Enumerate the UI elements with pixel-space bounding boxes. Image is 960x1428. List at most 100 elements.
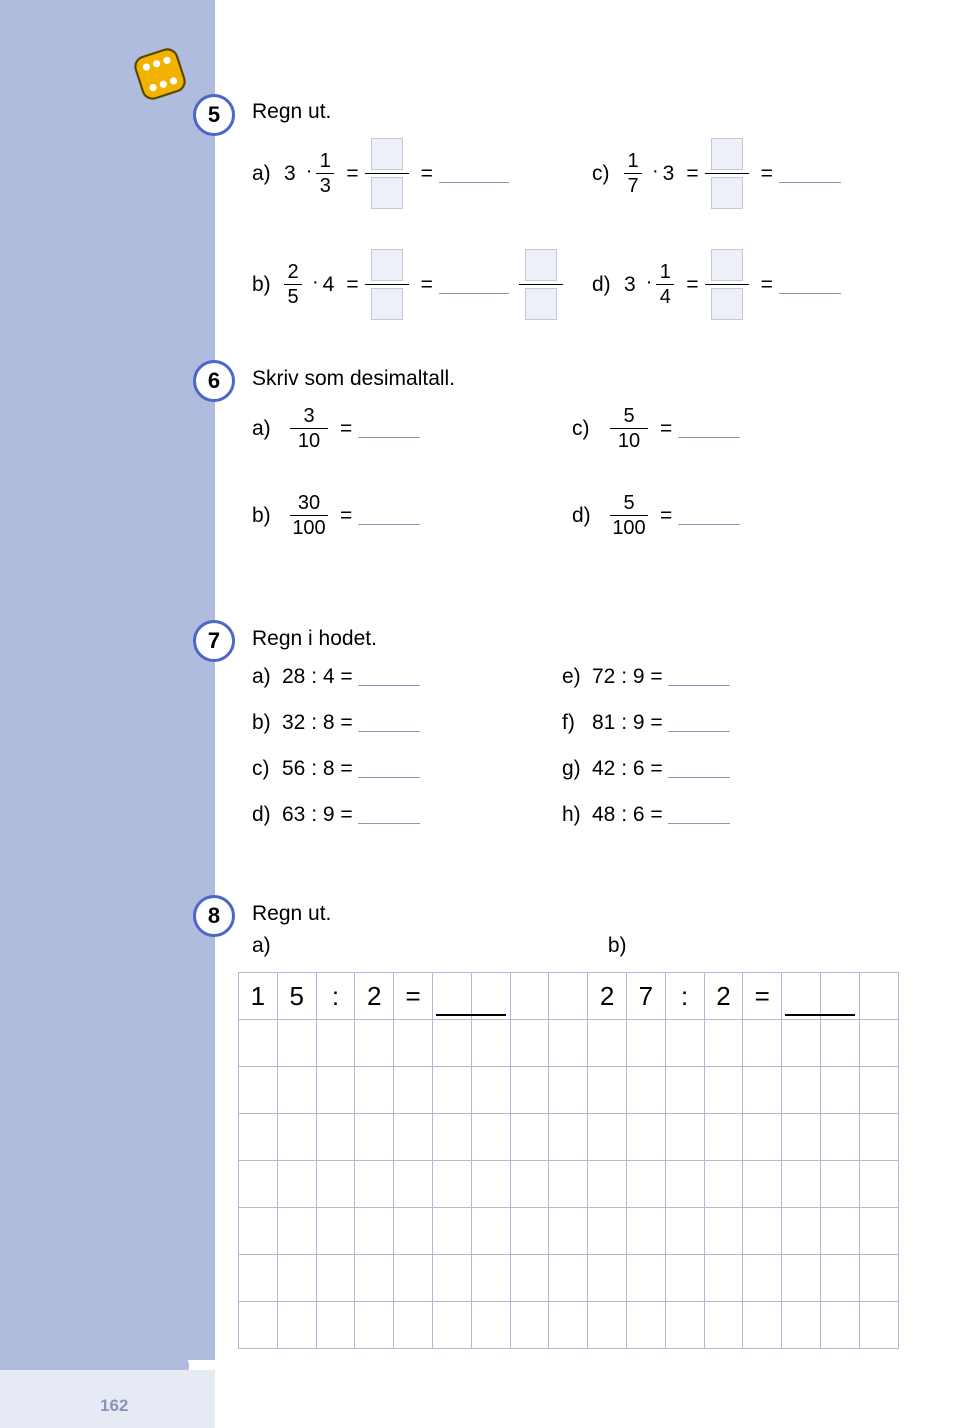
- grid-cell[interactable]: [820, 1114, 859, 1161]
- grid-cell[interactable]: [316, 1161, 355, 1208]
- grid-cell[interactable]: [782, 973, 821, 1020]
- grid-cell[interactable]: [820, 1302, 859, 1349]
- grid-cell[interactable]: [432, 1020, 471, 1067]
- grid-cell[interactable]: [782, 1302, 821, 1349]
- grid-cell[interactable]: =: [394, 973, 433, 1020]
- grid-cell[interactable]: [432, 1114, 471, 1161]
- grid-cell[interactable]: [588, 1255, 627, 1302]
- grid-cell[interactable]: [549, 1161, 588, 1208]
- grid-cell[interactable]: [277, 1114, 316, 1161]
- grid-cell[interactable]: [743, 1161, 782, 1208]
- grid-cell[interactable]: [432, 1208, 471, 1255]
- grid-cell[interactable]: [394, 1161, 433, 1208]
- grid-cell[interactable]: [743, 1114, 782, 1161]
- grid-cell[interactable]: [239, 1255, 278, 1302]
- grid-cell[interactable]: [588, 1302, 627, 1349]
- answer-fraction-box[interactable]: [519, 249, 563, 320]
- grid-cell[interactable]: [277, 1020, 316, 1067]
- grid-cell[interactable]: [626, 1114, 665, 1161]
- answer-blank[interactable]: [358, 420, 420, 438]
- grid-cell[interactable]: [704, 1255, 743, 1302]
- grid-cell[interactable]: [277, 1255, 316, 1302]
- grid-cell[interactable]: [743, 1208, 782, 1255]
- grid-cell[interactable]: [704, 1020, 743, 1067]
- grid-cell[interactable]: [665, 1114, 704, 1161]
- grid-cell[interactable]: [239, 1161, 278, 1208]
- grid-cell[interactable]: =: [743, 973, 782, 1020]
- grid-cell[interactable]: [665, 1020, 704, 1067]
- grid-cell[interactable]: [782, 1255, 821, 1302]
- grid-cell[interactable]: :: [665, 973, 704, 1020]
- grid-cell[interactable]: 2: [704, 973, 743, 1020]
- answer-fraction-box[interactable]: [705, 138, 749, 209]
- grid-cell[interactable]: [549, 1020, 588, 1067]
- grid-cell[interactable]: [355, 1067, 394, 1114]
- grid-cell[interactable]: [394, 1302, 433, 1349]
- grid-cell[interactable]: [820, 1020, 859, 1067]
- grid-cell[interactable]: [471, 1114, 510, 1161]
- grid-cell[interactable]: [626, 1302, 665, 1349]
- grid-cell[interactable]: [239, 1302, 278, 1349]
- grid-cell[interactable]: [820, 1161, 859, 1208]
- grid-cell[interactable]: [239, 1208, 278, 1255]
- grid-cell[interactable]: [665, 1161, 704, 1208]
- grid-cell[interactable]: [665, 1208, 704, 1255]
- grid-cell[interactable]: [820, 1067, 859, 1114]
- grid-cell[interactable]: [316, 1255, 355, 1302]
- grid-cell[interactable]: [239, 1114, 278, 1161]
- grid-cell[interactable]: [588, 1208, 627, 1255]
- grid-cell[interactable]: [316, 1067, 355, 1114]
- grid-cell[interactable]: [626, 1067, 665, 1114]
- grid-cell[interactable]: [510, 1114, 549, 1161]
- grid-cell[interactable]: [510, 1067, 549, 1114]
- grid-cell[interactable]: [316, 1114, 355, 1161]
- grid-cell[interactable]: [549, 1114, 588, 1161]
- grid-cell[interactable]: [510, 1255, 549, 1302]
- grid-cell[interactable]: [859, 1208, 898, 1255]
- grid-cell[interactable]: 2: [355, 973, 394, 1020]
- grid-cell[interactable]: [510, 1020, 549, 1067]
- grid-cell[interactable]: [432, 1255, 471, 1302]
- grid-cell[interactable]: [820, 1208, 859, 1255]
- grid-cell[interactable]: [471, 1255, 510, 1302]
- grid-cell[interactable]: [859, 1114, 898, 1161]
- answer-blank[interactable]: [779, 165, 841, 183]
- grid-cell[interactable]: [549, 1302, 588, 1349]
- grid-cell[interactable]: [859, 1020, 898, 1067]
- grid-cell[interactable]: [626, 1208, 665, 1255]
- grid-cell[interactable]: [355, 1302, 394, 1349]
- grid-cell[interactable]: [432, 973, 471, 1020]
- answer-blank[interactable]: [358, 507, 420, 525]
- answer-fraction-box[interactable]: [705, 249, 749, 320]
- grid-cell[interactable]: [743, 1020, 782, 1067]
- grid-cell[interactable]: [471, 973, 510, 1020]
- grid-cell[interactable]: [394, 1114, 433, 1161]
- grid-cell[interactable]: :: [316, 973, 355, 1020]
- grid-cell[interactable]: [471, 1208, 510, 1255]
- grid-cell[interactable]: 5: [277, 973, 316, 1020]
- grid-cell[interactable]: [704, 1114, 743, 1161]
- grid-cell[interactable]: [549, 1067, 588, 1114]
- answer-blank[interactable]: [678, 420, 740, 438]
- grid-cell[interactable]: [510, 1161, 549, 1208]
- grid-cell[interactable]: [549, 1208, 588, 1255]
- grid-cell[interactable]: 1: [239, 973, 278, 1020]
- grid-cell[interactable]: [471, 1067, 510, 1114]
- grid-cell[interactable]: [355, 1208, 394, 1255]
- grid-cell[interactable]: [588, 1067, 627, 1114]
- answer-blank[interactable]: [668, 714, 730, 732]
- grid-cell[interactable]: [432, 1067, 471, 1114]
- grid-cell[interactable]: [859, 1255, 898, 1302]
- grid-cell[interactable]: [239, 1020, 278, 1067]
- answer-blank[interactable]: [358, 806, 420, 824]
- grid-cell[interactable]: [782, 1067, 821, 1114]
- calculation-grid[interactable]: 15:2=27:2=: [238, 972, 899, 1349]
- grid-cell[interactable]: [355, 1020, 394, 1067]
- grid-cell[interactable]: [549, 1255, 588, 1302]
- grid-cell[interactable]: [316, 1020, 355, 1067]
- grid-cell[interactable]: [626, 1020, 665, 1067]
- grid-cell[interactable]: [743, 1255, 782, 1302]
- grid-cell[interactable]: [316, 1302, 355, 1349]
- grid-cell[interactable]: [432, 1302, 471, 1349]
- grid-cell[interactable]: 2: [588, 973, 627, 1020]
